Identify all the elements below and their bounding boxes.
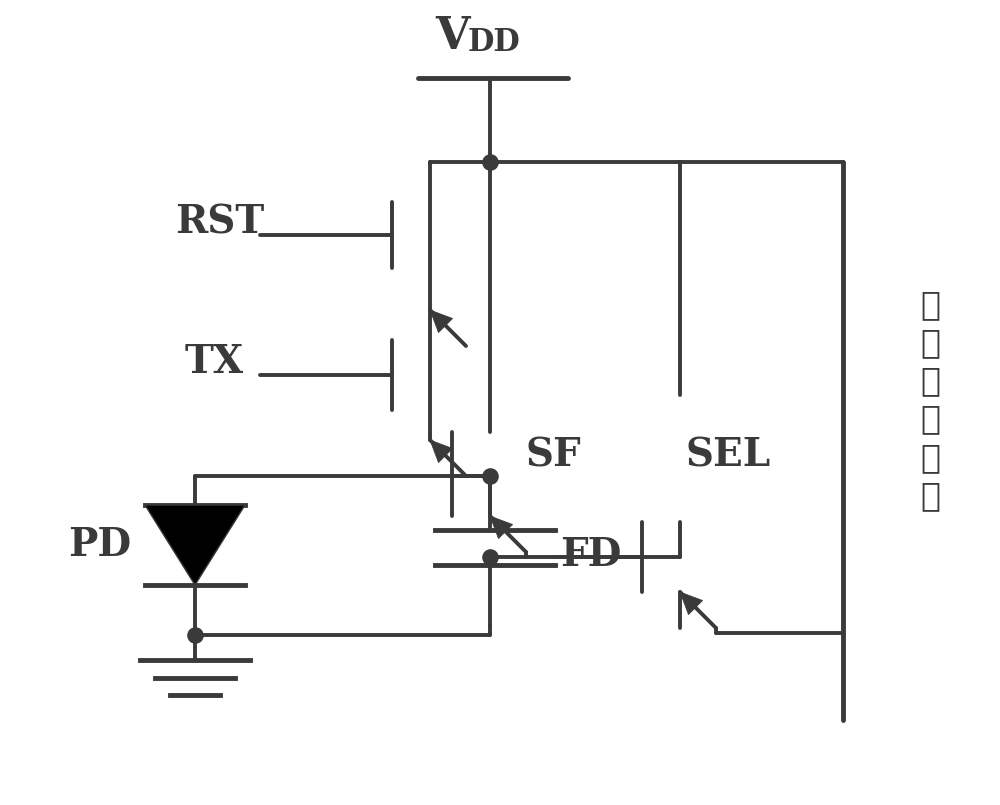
Text: TX: TX	[185, 343, 244, 381]
Point	[187, 629, 203, 642]
Text: V: V	[435, 15, 470, 58]
Point	[482, 155, 498, 168]
Point	[482, 469, 498, 482]
Polygon shape	[680, 592, 703, 615]
Text: SEL: SEL	[685, 436, 770, 474]
Text: PD: PD	[68, 526, 131, 564]
Text: 列
输
出
信
号
线: 列 输 出 信 号 线	[920, 288, 940, 512]
Text: FD: FD	[560, 536, 621, 574]
Text: RST: RST	[175, 203, 264, 241]
Text: SF: SF	[525, 436, 581, 474]
Polygon shape	[145, 505, 245, 585]
Text: DD: DD	[468, 27, 521, 58]
Polygon shape	[430, 310, 453, 332]
Polygon shape	[490, 516, 513, 539]
Polygon shape	[430, 440, 453, 463]
Point	[482, 551, 498, 563]
